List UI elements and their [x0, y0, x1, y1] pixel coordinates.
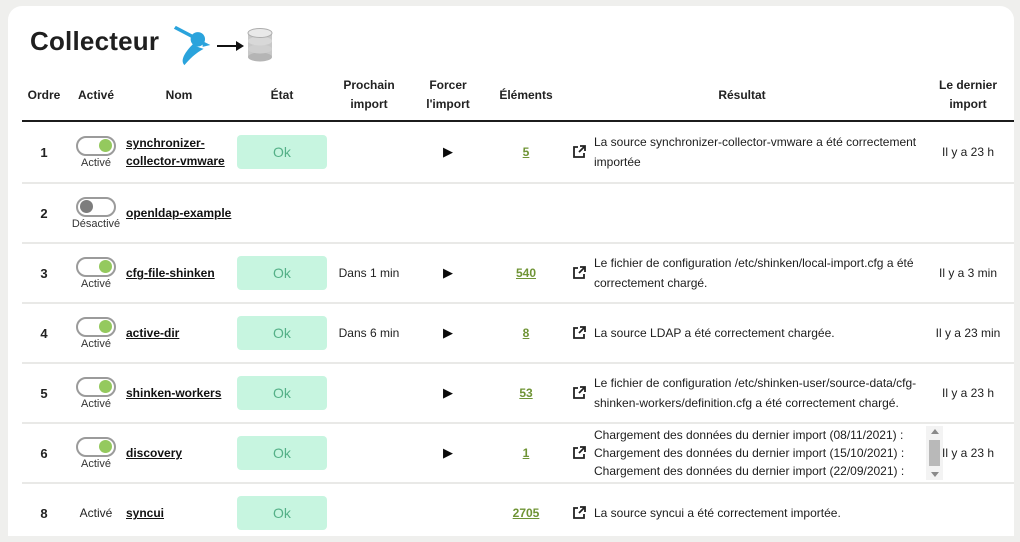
result-log-line: Chargement des données du dernier import… — [594, 464, 905, 479]
last-import: Il y a 23 h — [941, 445, 995, 460]
active-state-text: Activé — [79, 506, 113, 521]
table-row: 6 Activé discovery Ok ▶ 1 Chargement des… — [22, 424, 1014, 485]
toggle-label: Activé — [81, 277, 111, 290]
table-row: 5 Activé shinken-workers Ok ▶ 53 Le fich… — [22, 364, 1014, 425]
toggle-label: Activé — [81, 457, 111, 470]
elements-count-link[interactable]: 2705 — [512, 506, 540, 521]
last-import: Il y a 3 min — [938, 265, 998, 280]
collector-name-link[interactable]: discovery — [126, 446, 183, 461]
order-number: 5 — [40, 385, 48, 401]
enable-toggle[interactable] — [76, 256, 116, 277]
status-badge: Ok — [237, 316, 327, 351]
order-number: 3 — [40, 265, 48, 281]
page-title: Collecteur — [30, 26, 160, 56]
col-header-resultat: Résultat — [718, 87, 766, 102]
scrollbar-thumb[interactable] — [929, 440, 940, 467]
vertical-scrollbar[interactable] — [926, 426, 943, 481]
external-link-icon[interactable] — [572, 266, 586, 280]
col-header-ordre: Ordre — [27, 87, 61, 102]
last-import: Il y a 23 min — [935, 325, 1001, 340]
collector-name-link[interactable]: active-dir — [126, 326, 180, 341]
result-log-line: Chargement des données du dernier import… — [594, 446, 905, 461]
last-import: Il y a 23 h — [941, 385, 995, 400]
next-import: Dans 1 min — [338, 266, 400, 281]
col-header-forcer-import: Forcer l'import — [426, 78, 470, 112]
collector-panel: Collecteur — [8, 6, 1014, 536]
elements-count-link[interactable]: 8 — [522, 326, 530, 341]
enable-toggle[interactable] — [76, 135, 116, 156]
collector-name-link[interactable]: syncui — [126, 506, 165, 521]
status-badge: Ok — [237, 135, 327, 170]
force-import-button[interactable]: ▶ — [443, 385, 453, 401]
elements-count-link[interactable]: 540 — [515, 266, 537, 281]
status-badge: Ok — [237, 256, 327, 291]
enable-toggle[interactable] — [76, 436, 116, 457]
status-badge: Ok — [237, 376, 327, 411]
elements-count-link[interactable]: 53 — [519, 386, 533, 401]
col-header-elements: Éléments — [499, 87, 553, 102]
order-number: 6 — [40, 445, 48, 461]
next-import: Dans 6 min — [338, 326, 400, 341]
toggle-label: Désactivé — [71, 217, 121, 230]
ninja-mascot-icon — [171, 22, 217, 73]
elements-count-link[interactable]: 5 — [522, 145, 530, 160]
last-import: Il y a 23 h — [941, 144, 995, 159]
force-import-button[interactable]: ▶ — [443, 325, 453, 341]
collector-name-link[interactable]: openldap-example — [126, 206, 232, 221]
external-link-icon[interactable] — [572, 446, 586, 460]
status-badge: Ok — [237, 496, 327, 531]
database-icon — [245, 27, 275, 68]
external-link-icon[interactable] — [572, 326, 586, 340]
result-log-scrollarea[interactable]: Chargement des données du dernier import… — [594, 426, 943, 481]
result-message: La source syncui a été correctement impo… — [594, 506, 841, 521]
force-import-button[interactable]: ▶ — [443, 445, 453, 461]
force-import-button[interactable]: ▶ — [443, 144, 453, 160]
order-number: 8 — [40, 505, 48, 521]
result-message: La source LDAP a été correctement chargé… — [594, 326, 835, 341]
table-row: 4 Activé active-dir Ok Dans 6 min ▶ 8 La… — [22, 304, 1014, 365]
toggle-label: Activé — [81, 397, 111, 410]
col-header-active: Activé — [77, 87, 115, 102]
col-header-dernier-import: Le dernier import — [938, 78, 998, 112]
result-log-line: Chargement des données du dernier import… — [594, 428, 904, 443]
enable-toggle[interactable] — [76, 196, 116, 217]
arrow-right-icon — [217, 39, 245, 57]
table-row: 8 Activé syncui Ok 2705 La source syncui… — [22, 484, 1014, 542]
table-row: 2 Désactivé openldap-example — [22, 184, 1014, 245]
table-header-row: Ordre Activé Nom État Prochain import Fo… — [22, 76, 1014, 123]
col-header-nom: Nom — [165, 87, 193, 102]
enable-toggle[interactable] — [76, 376, 116, 397]
page-header: Collecteur — [22, 18, 1014, 76]
scroll-up-arrow-icon[interactable] — [930, 429, 939, 435]
result-message: La source synchronizer-collector-vmware … — [594, 134, 917, 170]
result-message: Le fichier de configuration /etc/shinken… — [594, 255, 914, 291]
toggle-label: Activé — [81, 156, 111, 169]
collector-name-link[interactable]: shinken-workers — [126, 386, 222, 401]
force-import-button[interactable]: ▶ — [443, 265, 453, 281]
table-row: 3 Activé cfg-file-shinken Ok Dans 1 min … — [22, 244, 1014, 305]
status-badge: Ok — [237, 436, 327, 471]
toggle-label: Activé — [81, 337, 111, 350]
collector-name-link[interactable]: cfg-file-shinken — [126, 266, 215, 281]
scroll-down-arrow-icon[interactable] — [930, 472, 939, 478]
external-link-icon[interactable] — [572, 506, 586, 520]
result-message: Le fichier de configuration /etc/shinken… — [594, 375, 917, 411]
col-header-etat: État — [270, 87, 294, 102]
order-number: 1 — [40, 144, 48, 160]
elements-count-link[interactable]: 1 — [522, 446, 530, 461]
table-row: 1 Activé synchronizer-collector-vmware O… — [22, 122, 1014, 185]
external-link-icon[interactable] — [572, 145, 586, 159]
external-link-icon[interactable] — [572, 386, 586, 400]
collector-logo — [171, 22, 275, 73]
collector-name-link[interactable]: synchronizer-collector-vmware — [126, 136, 225, 169]
enable-toggle[interactable] — [76, 316, 116, 337]
order-number: 4 — [40, 325, 48, 341]
col-header-prochain-import: Prochain import — [343, 78, 395, 112]
order-number: 2 — [40, 205, 48, 221]
